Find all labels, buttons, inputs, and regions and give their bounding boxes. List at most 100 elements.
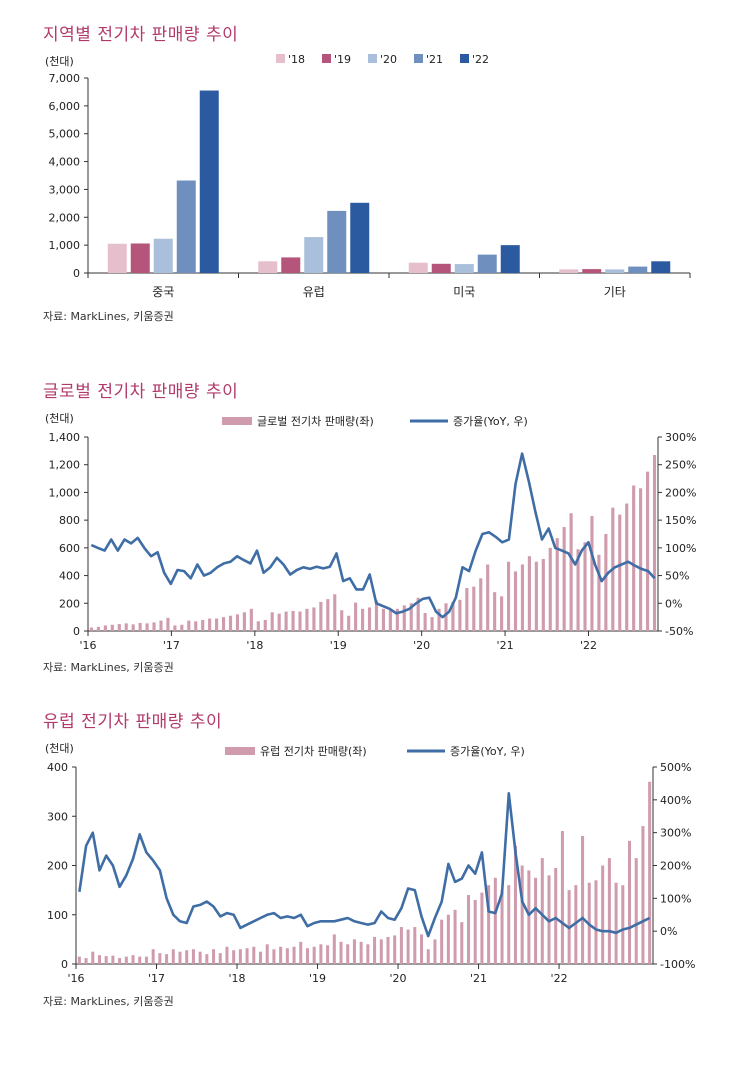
chart1-bar [281, 257, 301, 273]
chart3-bar [198, 951, 202, 964]
chart3-bar [520, 865, 524, 964]
chart2-y-tick-label-left: 1,400 [49, 431, 81, 444]
chart3-x-tick-label: '19 [309, 972, 326, 985]
chart2-bar [124, 623, 128, 631]
chart2-bar [527, 556, 531, 631]
chart2-bar [89, 627, 94, 631]
chart3-x-tick-label: '17 [148, 972, 165, 985]
chart3-bar [319, 944, 323, 964]
chart3-bar [621, 885, 625, 964]
chart3-bar [628, 840, 632, 964]
chart3-bar [379, 939, 383, 964]
chart1-bar [130, 243, 150, 273]
chart2-bar [187, 620, 191, 631]
chart2-y-tick-label-left: 200 [59, 597, 80, 610]
chart2-x-tick-label: '16 [79, 639, 96, 652]
chart3-bar [185, 950, 189, 964]
chart3-bar [191, 949, 195, 964]
chart1-legend-label: '20 [380, 53, 397, 66]
chart3-y-tick-label-right: 300% [660, 827, 691, 840]
chart3-y-tick-label-left: 200 [47, 860, 68, 873]
chart3-bar [171, 949, 175, 964]
chart2-bar [215, 618, 219, 631]
chart3-x-tick-label: '21 [470, 972, 487, 985]
chart3-bar [279, 946, 283, 964]
chart3-bar [299, 941, 303, 964]
chart3-bar [305, 948, 309, 964]
chart3-yoy-line [78, 791, 651, 938]
chart3-legend-line-label: 증가율(YoY, 우) [450, 745, 525, 758]
chart3-bar [212, 949, 216, 964]
chart2-bar [430, 617, 434, 631]
chart2-bar [388, 610, 392, 631]
chart2-bar [395, 608, 399, 631]
chart1-legend-swatch [276, 54, 285, 63]
chart3-bar [554, 867, 558, 964]
chart1-svg: (천대) 0 1,000 2,000 3,000 4,000 5,000 6,000 7,000… [45, 53, 691, 299]
chart3-y-tick-label-right: 100% [660, 892, 691, 905]
chart2-bar [340, 610, 344, 631]
chart2-x-tick-label: '17 [163, 639, 180, 652]
chart1-y-tick-label: 5,000 [49, 128, 81, 141]
chart2-bar [110, 624, 114, 631]
chart1-bar [304, 237, 324, 273]
chart1-bar [582, 269, 602, 273]
chart2-bar [173, 625, 177, 631]
chart1-bar [477, 254, 497, 273]
chart2-bar [194, 621, 198, 631]
chart1-bar [176, 180, 196, 273]
chart1-y-tick-label: 2,000 [49, 211, 81, 224]
chart2-bar [270, 612, 274, 631]
chart2-bar [228, 615, 233, 631]
chart3-bar [641, 826, 645, 964]
chart2-bar [652, 455, 657, 631]
chart2-bar [465, 588, 469, 631]
chart3-bar [144, 956, 148, 964]
chart3-bar [473, 899, 477, 964]
chart2-bar [583, 542, 587, 631]
chart2-bar [541, 558, 545, 631]
chart3-bar [601, 865, 605, 964]
chart1-bar [258, 261, 278, 273]
chart1-bar [350, 202, 370, 273]
chart3-y-tick-label-right: 200% [660, 860, 691, 873]
chart3-bar [581, 835, 585, 964]
chart1-bar [605, 269, 625, 273]
chart3-bar [607, 858, 611, 964]
chart1-bar [199, 90, 219, 274]
chart3-bar [104, 956, 108, 964]
chart2-bar [555, 538, 559, 631]
chart3-bar [218, 953, 222, 964]
chart3-y-tick-label-right: 400% [660, 794, 691, 807]
chart3-bar [97, 955, 101, 964]
chart2-section: 글로벌 전기차 판매량 추이 (천대) 0 200 400 600 800 1,000 1,2… [0, 370, 743, 690]
chart3-bar [138, 956, 142, 964]
chart2-bar [159, 620, 163, 631]
chart2-y-tick-label-left: 1,200 [49, 459, 81, 472]
chart2-bar [201, 619, 205, 631]
chart1-legend-label: '18 [288, 53, 305, 66]
chart3-bar [413, 927, 417, 964]
chart3-bar [453, 909, 457, 964]
chart1-legend-swatch [368, 54, 377, 63]
chart1-legend-swatch [460, 54, 469, 63]
chart3-bar [232, 950, 236, 964]
chart2-y-tick-label-right: -50% [665, 625, 693, 638]
chart2-unit-label: (천대) [45, 411, 74, 425]
chart1-y-tick-label: 4,000 [49, 156, 81, 169]
chart2-bar [632, 485, 636, 631]
chart1-y-tick-label: 1,000 [49, 239, 81, 252]
chart2-legend-bar-swatch [222, 417, 252, 425]
chart3-bar [386, 936, 390, 964]
chart2-svg: (천대) 0 200 400 600 800 1,000 1,200 1,400 -50% 0% 50… [45, 411, 696, 652]
chart3-y-tick-label-left: 400 [47, 761, 68, 774]
chart3-bar [118, 958, 122, 964]
chart1-category-label: 기타 [604, 285, 626, 299]
chart2-source: 자료: MarkLines, 키움증권 [43, 661, 174, 674]
chart2-bar [569, 513, 573, 631]
chart2-bar [152, 622, 156, 631]
chart3-bar [433, 939, 437, 964]
chart2-legend-line-label: 증가율(YoY, 우) [453, 415, 528, 428]
chart3-bar [252, 946, 256, 964]
chart2-y-tick-label-right: 100% [665, 542, 696, 555]
